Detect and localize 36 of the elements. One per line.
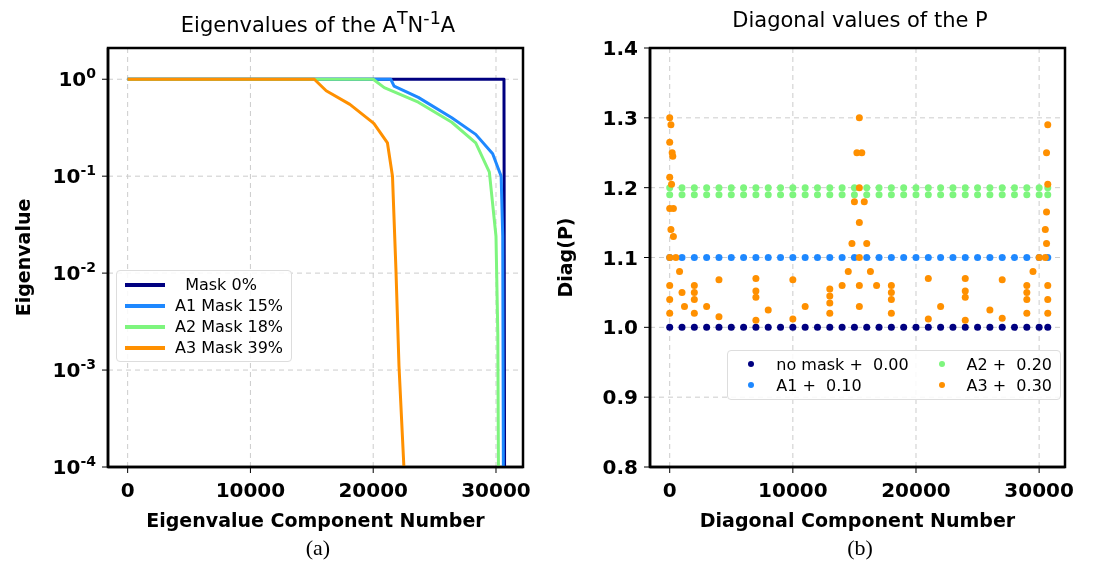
x-tick-label: 0: [662, 478, 677, 502]
legend-label: A3 Mask 39%: [175, 338, 284, 358]
legend-label: A2 Mask 18%: [175, 317, 284, 337]
y-tick-label: 1.3: [602, 105, 638, 130]
chart-title: Diagonal values of the P: [732, 8, 988, 32]
legend-label: A1 + 0.10: [776, 375, 862, 395]
legend-label: A1 Mask 15%: [175, 296, 284, 316]
x-tick-label: 10000: [215, 478, 286, 502]
y-tick-label: 10$^{0}$: [58, 65, 97, 92]
y-tick-label: 0.8: [602, 455, 638, 479]
x-tick-label: 30000: [461, 478, 531, 502]
y-tick-label: 10$^{-4}$: [52, 453, 97, 479]
legend-label: A3 + 0.30: [966, 375, 1052, 395]
x-tick-label: 20000: [881, 478, 951, 502]
y-axis-title: Eigenvalue: [11, 198, 34, 317]
legend-label: A2 + 0.20: [966, 354, 1052, 374]
x-tick-label: 30000: [1004, 478, 1074, 502]
y-tick-label: 1.2: [602, 175, 638, 200]
x-tick-label: 10000: [758, 478, 828, 502]
x-axis-title: Diagonal Component Number: [699, 509, 1016, 531]
y-tick-label: 10$^{-2}$: [52, 259, 96, 286]
y-tick-label: 0.9: [602, 385, 638, 410]
x-tick-label: 0: [120, 478, 135, 502]
x-axis-title: Eigenvalue Component Number: [146, 509, 486, 531]
text: (b): [846, 535, 874, 561]
legend-label: no mask + 0.00: [776, 354, 909, 374]
y-tick-label: 10$^{-3}$: [52, 356, 96, 383]
y-tick-label: 1.0: [602, 315, 638, 340]
y-tick-label: 1.1: [602, 245, 638, 270]
text: (a): [304, 535, 332, 561]
legend-label: Mask 0%: [184, 275, 257, 295]
y-tick-label: 1.4: [602, 36, 638, 60]
y-tick-label: 10$^{-1}$: [52, 162, 96, 189]
x-tick-label: 20000: [338, 478, 408, 502]
y-axis-title: Diag(P): [553, 217, 576, 298]
chart-title: Eigenvalues of the A$^{T}$N$^{-1}$A: [179, 8, 457, 39]
